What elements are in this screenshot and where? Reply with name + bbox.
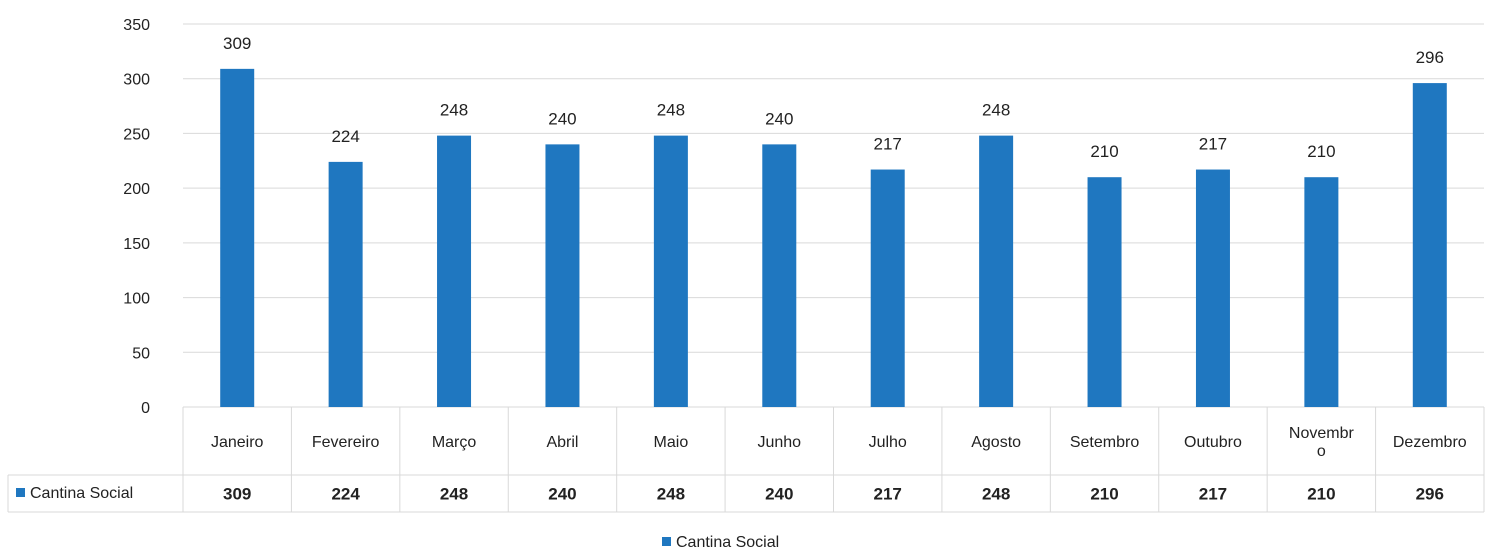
- table-value: 248: [657, 485, 685, 504]
- category-label: Março: [432, 434, 477, 451]
- bar: [979, 135, 1014, 408]
- table-value: 217: [874, 485, 902, 504]
- table-value: 210: [1090, 485, 1118, 504]
- legend-key: [662, 537, 671, 546]
- data-label: 240: [765, 109, 793, 128]
- table-value: 240: [548, 485, 576, 504]
- category-label: Julho: [869, 434, 907, 451]
- data-label: 248: [440, 101, 468, 120]
- table-value: 210: [1307, 485, 1335, 504]
- data-label: 309: [223, 34, 251, 53]
- category-label: Janeiro: [211, 434, 264, 451]
- table-value: 309: [223, 485, 251, 504]
- y-tick-label: 150: [123, 236, 150, 253]
- data-label: 217: [1199, 135, 1227, 154]
- data-label: 217: [874, 135, 902, 154]
- y-tick-label: 0: [141, 400, 150, 417]
- legend-label: Cantina Social: [676, 534, 779, 551]
- data-label: 240: [548, 109, 576, 128]
- data-label: 248: [657, 101, 685, 120]
- bar: [220, 68, 255, 407]
- y-tick-label: 200: [123, 181, 150, 198]
- category-label: Dezembro: [1393, 434, 1467, 451]
- y-tick-label: 50: [132, 345, 150, 362]
- bar: [545, 144, 580, 407]
- data-label: 210: [1307, 142, 1335, 161]
- bar: [437, 135, 472, 408]
- category-label: Setembro: [1070, 434, 1139, 451]
- table-value: 248: [982, 485, 1010, 504]
- category-label: Agosto: [971, 434, 1021, 451]
- category-label: Junho: [757, 434, 801, 451]
- category-label: o: [1317, 443, 1326, 460]
- bar: [762, 144, 797, 407]
- bar: [328, 161, 363, 407]
- y-tick-label: 250: [123, 126, 150, 143]
- category-label: Novembr: [1289, 425, 1355, 442]
- category-label: Outubro: [1184, 434, 1242, 451]
- y-tick-label: 100: [123, 291, 150, 308]
- data-label: 210: [1090, 142, 1118, 161]
- table-value: 224: [331, 485, 360, 504]
- y-tick-label: 300: [123, 72, 150, 89]
- y-tick-label: 350: [123, 17, 150, 34]
- bar: [653, 135, 688, 408]
- data-label: 296: [1416, 48, 1444, 67]
- table-value: 217: [1199, 485, 1227, 504]
- bar: [1304, 177, 1339, 407]
- table-value: 296: [1416, 485, 1444, 504]
- table-row-header: Cantina Social: [30, 485, 133, 502]
- table-value: 240: [765, 485, 793, 504]
- bar: [1195, 169, 1230, 407]
- category-label: Fevereiro: [312, 434, 380, 451]
- bar: [1087, 177, 1122, 407]
- category-label: Abril: [546, 434, 578, 451]
- data-label: 248: [982, 101, 1010, 120]
- table-value: 248: [440, 485, 468, 504]
- table-legend-key: [16, 488, 25, 497]
- bar: [870, 169, 905, 407]
- bar: [1412, 83, 1447, 407]
- data-label: 224: [331, 127, 359, 146]
- category-label: Maio: [654, 434, 689, 451]
